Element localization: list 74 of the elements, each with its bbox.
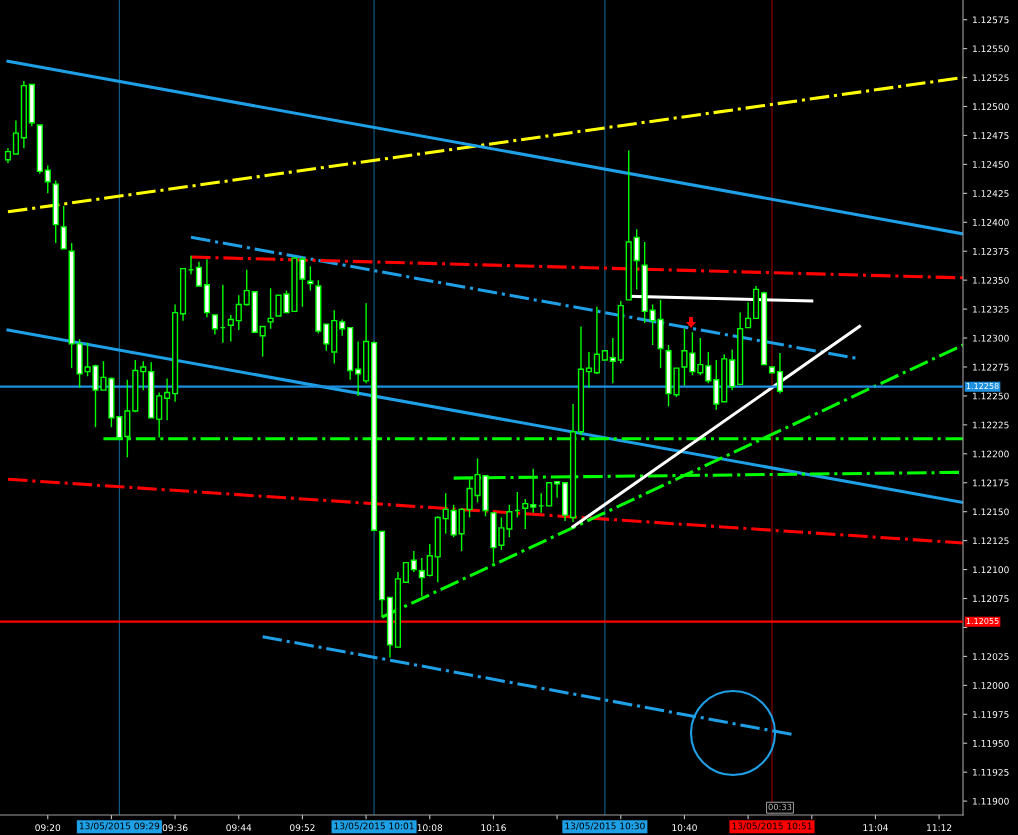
candlestick: [44, 164, 51, 195]
y-tick-label: 1.11950: [973, 739, 1009, 747]
x-tick-label: 09:20: [35, 824, 61, 832]
candlestick: [705, 351, 712, 384]
candlestick: [546, 482, 553, 507]
candlestick: [418, 557, 425, 597]
y-tick-label: 1.12075: [973, 595, 1009, 603]
candlestick: [323, 323, 330, 352]
candlestick: [259, 325, 266, 358]
y-tick-label: 1.12525: [973, 74, 1009, 82]
candlestick: [164, 377, 171, 421]
candlestick: [633, 228, 640, 291]
y-tick-label: 1.12450: [973, 161, 1009, 168]
candlestick: [140, 360, 147, 391]
y-tick-label: 1.12475: [973, 132, 1009, 140]
candlestick: [609, 337, 616, 384]
x-tick-label: 09:36: [162, 824, 188, 832]
x-tick-label: 11:04: [863, 824, 888, 832]
annotation: 00:33: [768, 803, 792, 811]
candlestick: [506, 504, 513, 538]
candlestick: [211, 314, 218, 336]
candlestick: [426, 543, 433, 578]
candlestick: [776, 352, 784, 395]
y-tick-label: 1.12175: [973, 479, 1009, 487]
y-tick-label: 1.12150: [973, 508, 1009, 516]
y-tick-label: 1.12125: [973, 537, 1009, 545]
y-tick-label: 1.12425: [973, 190, 1009, 197]
x-tick-label: 09:44: [226, 824, 252, 832]
candlestick: [593, 306, 600, 375]
ref-line-label: 1.12055: [966, 617, 999, 625]
candlestick: [585, 351, 593, 389]
candlestick: [12, 119, 19, 155]
x-tick-label: 10:16: [481, 824, 506, 832]
ref-line-label: 13/05/2015 09:29: [79, 822, 160, 831]
candlestick: [522, 498, 529, 530]
candlestick: [267, 287, 274, 330]
x-tick-label: 10:40: [672, 824, 697, 832]
ref-line-label: 1.12258: [966, 382, 999, 389]
candlestick: [60, 205, 67, 250]
y-tick-label: 1.11900: [973, 797, 1009, 805]
ref-line-label: 13/05/2015 10:01: [334, 822, 414, 831]
y-tick-label: 1.12325: [973, 305, 1009, 313]
y-tick-label: 1.12200: [973, 450, 1009, 458]
candlestick: [697, 337, 704, 376]
y-tick-label: 1.11925: [973, 768, 1009, 776]
ref-line-label: 13/05/2015 10:51: [732, 822, 812, 831]
y-tick-label: 1.12350: [973, 276, 1009, 284]
y-tick-label: 1.12550: [973, 45, 1009, 53]
candlestick: [402, 561, 409, 584]
y-tick-label: 1.12000: [973, 682, 1009, 689]
x-tick-label: 10:08: [417, 824, 443, 832]
candlestick: [410, 550, 417, 573]
y-tick-label: 1.12225: [973, 421, 1009, 429]
y-tick-label: 1.12025: [973, 653, 1009, 660]
x-tick-label: 09:52: [290, 824, 315, 832]
ref-line-label: 13/05/2015 10:30: [565, 822, 645, 831]
candlestick: [227, 314, 234, 343]
x-tick-label: 11:12: [927, 824, 952, 831]
y-tick-label: 1.12375: [973, 247, 1009, 255]
candlestick: [235, 294, 242, 331]
y-tick-label: 1.12250: [973, 392, 1009, 400]
y-tick-label: 1.12300: [973, 334, 1009, 342]
candlestick: [442, 492, 449, 535]
candlestick: [243, 269, 250, 307]
candlestick: [355, 340, 362, 397]
y-tick-label: 1.12500: [973, 103, 1009, 111]
candlestick: [554, 480, 561, 499]
y-tick-label: 1.12275: [973, 363, 1009, 371]
candlestick: [745, 301, 752, 329]
y-tick-label: 1.12575: [973, 16, 1009, 24]
y-tick-label: 1.12400: [973, 219, 1009, 226]
candlestick: [195, 260, 203, 287]
y-tick-label: 1.11975: [973, 711, 1009, 718]
y-tick-label: 1.12100: [973, 566, 1009, 574]
